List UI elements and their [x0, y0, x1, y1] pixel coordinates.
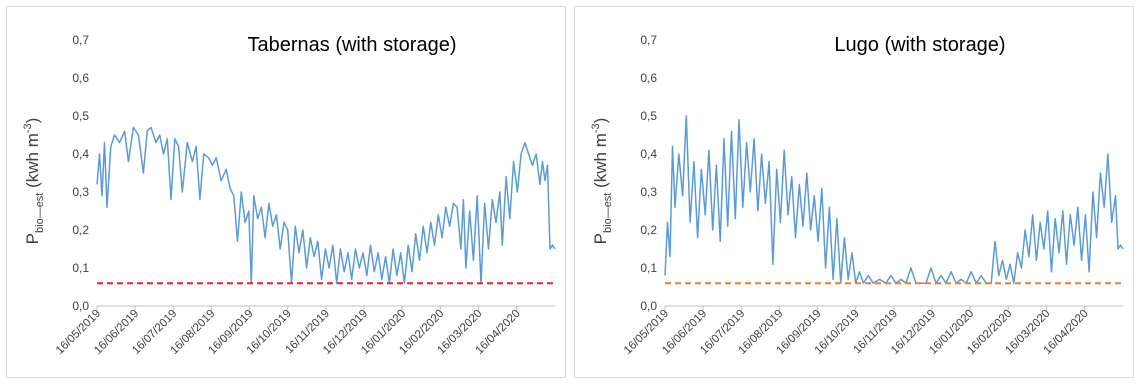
y-axis-title: Pbio—est (kwh m-3)	[590, 118, 614, 245]
data-series-line	[96, 126, 556, 284]
y-axis-title: Pbio—est (kwh m-3)	[22, 118, 46, 245]
y-tick-label: 0,6	[72, 71, 89, 85]
y-axis-title-main: P	[591, 233, 610, 244]
chart-tabernas: Tabernas (with storage) 0,0 0,1 0,2 0,3 0,4 0,…	[22, 33, 556, 357]
y-axis-title-unit: (kwh m	[23, 133, 42, 193]
y-axis-title-superscript: -3	[590, 123, 602, 133]
y-tick-label: 0,7	[640, 33, 657, 47]
y-tick-label: 0,4	[72, 147, 89, 161]
y-tick-label: 0,1	[72, 261, 89, 275]
y-tick-label: 0,3	[72, 185, 89, 199]
y-tick-label: 0,0	[72, 299, 89, 313]
y-axis-title-unit: (kwh m	[591, 133, 610, 193]
y-axis-title-main: P	[23, 233, 42, 244]
y-tick-label: 0,4	[640, 147, 657, 161]
chart-panel-tabernas: Tabernas (with storage) 0,0 0,1 0,2 0,3 0,4 0,…	[6, 6, 566, 378]
y-tick-label: 0,1	[640, 261, 657, 275]
y-axis-title-subscript: bio—est	[34, 193, 46, 233]
y-tick-label: 0,5	[640, 109, 657, 123]
y-axis-title-subscript: bio—est	[602, 193, 614, 233]
y-axis-title-unit-close: )	[591, 118, 610, 124]
y-tick-label: 0,6	[640, 71, 657, 85]
y-axis-title-unit-close: )	[23, 118, 42, 124]
y-tick-label: 0,7	[72, 33, 89, 47]
y-tick-label: 0,2	[72, 223, 89, 237]
y-tick-label: 0,5	[72, 109, 89, 123]
y-tick-label: 0,3	[640, 185, 657, 199]
data-series-line	[664, 115, 1124, 284]
y-axis-title-superscript: -3	[22, 123, 34, 133]
chart-title: Tabernas (with storage)	[248, 34, 457, 56]
y-tick-label: 0,0	[640, 299, 657, 313]
chart-title: Lugo (with storage)	[834, 34, 1005, 56]
y-tick-label: 0,2	[640, 223, 657, 237]
chart-panel-lugo: Lugo (with storage) 0,0 0,1 0,2 0,3 0,4 0,5 0,6…	[574, 6, 1134, 378]
chart-lugo: Lugo (with storage) 0,0 0,1 0,2 0,3 0,4 0,5 0,6…	[590, 33, 1124, 357]
